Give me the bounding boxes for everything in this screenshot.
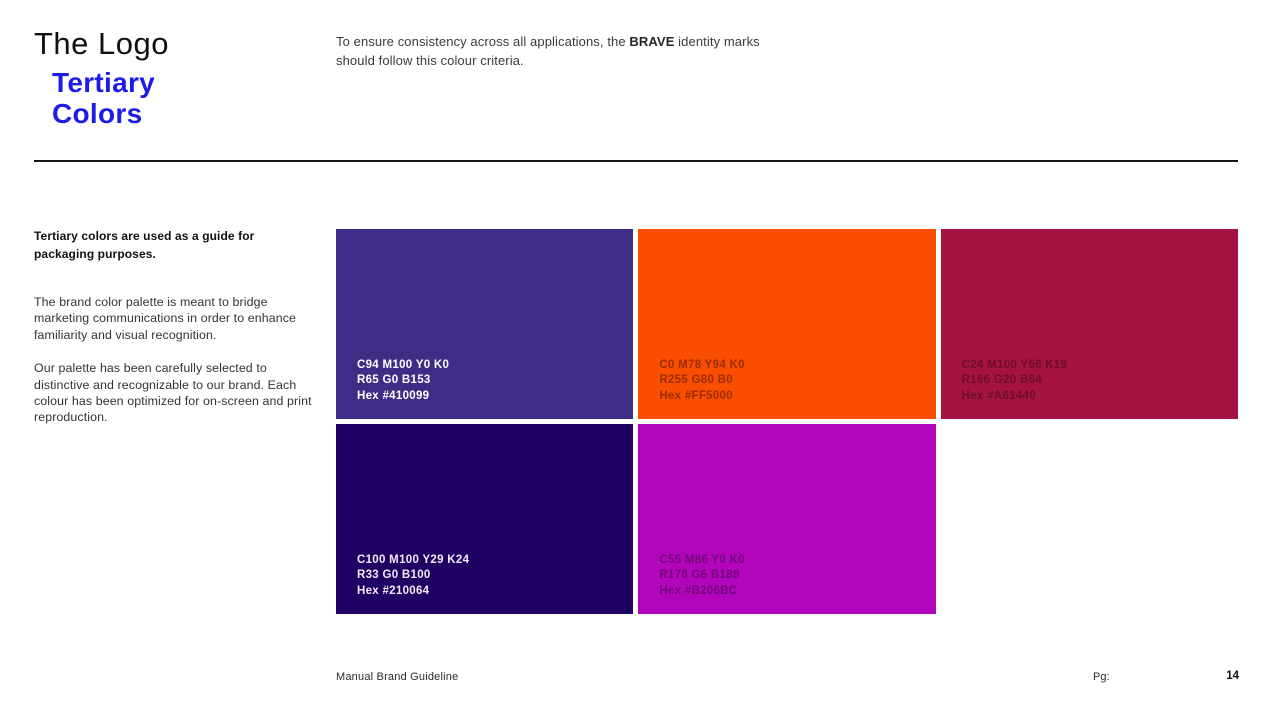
footer-page-number: 14	[1226, 670, 1239, 682]
intro-suffix: identity marks should follow this colour…	[336, 34, 760, 68]
description-column: Tertiary colors are used as a guide for …	[34, 228, 326, 426]
page-subtitle-line2: Colors	[52, 98, 143, 129]
swatch-rgb-value: R65 G0 B153	[357, 374, 431, 387]
swatch-crimson: C24 M100 Y56 K19 R166 G20 B64 Hex #A6144…	[940, 229, 1238, 419]
swatch-rgb-value: R178 G6 B188	[659, 569, 740, 582]
swatch-hex-value: Hex #FF5000	[659, 389, 733, 402]
swatch-orange: C0 M78 Y94 K0 R255 G80 B0 Hex #FF5000	[638, 229, 936, 419]
body-paragraph-2: Our palette has been carefully selected …	[34, 361, 312, 425]
intro-paragraph: To ensure consistency across all applica…	[336, 32, 788, 70]
page-subtitle-line1: Tertiary	[52, 67, 156, 98]
swatch-hex-value: Hex #410099	[357, 389, 430, 402]
page-title: The Logo	[34, 26, 169, 61]
swatch-rgb-value: R166 G20 B64	[961, 374, 1042, 387]
swatch-purple: C94 M100 Y0 K0 R65 G0 B153 Hex #410099	[336, 229, 634, 419]
swatch-hex-value: Hex #A61440	[961, 389, 1036, 402]
swatch-cmyk-value: C55 M86 Y0 K0	[659, 554, 745, 567]
header-divider	[34, 160, 1238, 162]
swatch-magenta: C55 M86 Y0 K0 R178 G6 B188 Hex #B206BC	[638, 424, 936, 614]
body-paragraph-1: The brand color palette is meant to brid…	[34, 295, 296, 342]
swatch-cmyk-value: C24 M100 Y56 K19	[961, 359, 1068, 372]
swatch-rgb-value: R33 G0 B100	[357, 569, 431, 582]
color-swatch-grid: C94 M100 Y0 K0 R65 G0 B153 Hex #410099 C…	[336, 229, 1238, 614]
swatch-rgb-value: R255 G80 B0	[659, 374, 733, 387]
swatch-dark-purple: C100 M100 Y29 K24 R33 G0 B100 Hex #21006…	[336, 424, 634, 614]
swatch-cmyk-value: C100 M100 Y29 K24	[357, 554, 470, 567]
footer-document-title: Manual Brand Guideline	[336, 671, 459, 683]
brand-name: BRAVE	[629, 34, 675, 49]
swatch-hex-value: Hex #210064	[357, 584, 430, 597]
lead-statement: Tertiary colors are used as a guide for …	[34, 229, 255, 261]
intro-prefix: To ensure consistency across all applica…	[336, 34, 630, 49]
footer-page-label: Pg:	[1093, 671, 1110, 683]
swatch-cmyk-value: C0 M78 Y94 K0	[659, 359, 745, 372]
swatch-hex-value: Hex #B206BC	[659, 584, 738, 597]
page-subtitle: Tertiary Colors	[52, 67, 155, 129]
swatch-cmyk-value: C94 M100 Y0 K0	[357, 359, 450, 372]
